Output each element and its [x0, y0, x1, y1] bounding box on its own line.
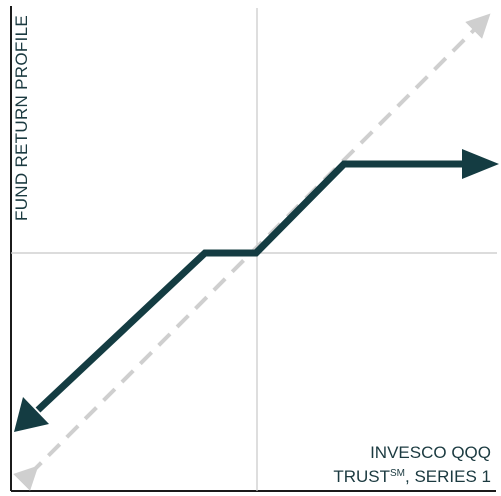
reference-diagonal-line — [13, 13, 491, 491]
fund-return-line — [35, 160, 468, 413]
legend-series-text: , SERIES 1 — [405, 467, 491, 486]
y-axis-title: FUND RETURN PROFILE — [12, 15, 31, 221]
fund-line-right-arrowhead — [462, 149, 499, 179]
legend-trust-text: TRUST — [333, 467, 391, 486]
legend-line-1: INVESCO QQQ — [370, 443, 491, 462]
fund-legend-label: INVESCO QQQ TRUSTSM, SERIES 1 — [333, 442, 491, 487]
fund-line-left-arrowhead — [14, 397, 49, 432]
legend-service-mark: SM — [390, 468, 406, 479]
legend-line-2: TRUSTSM, SERIES 1 — [333, 463, 491, 487]
